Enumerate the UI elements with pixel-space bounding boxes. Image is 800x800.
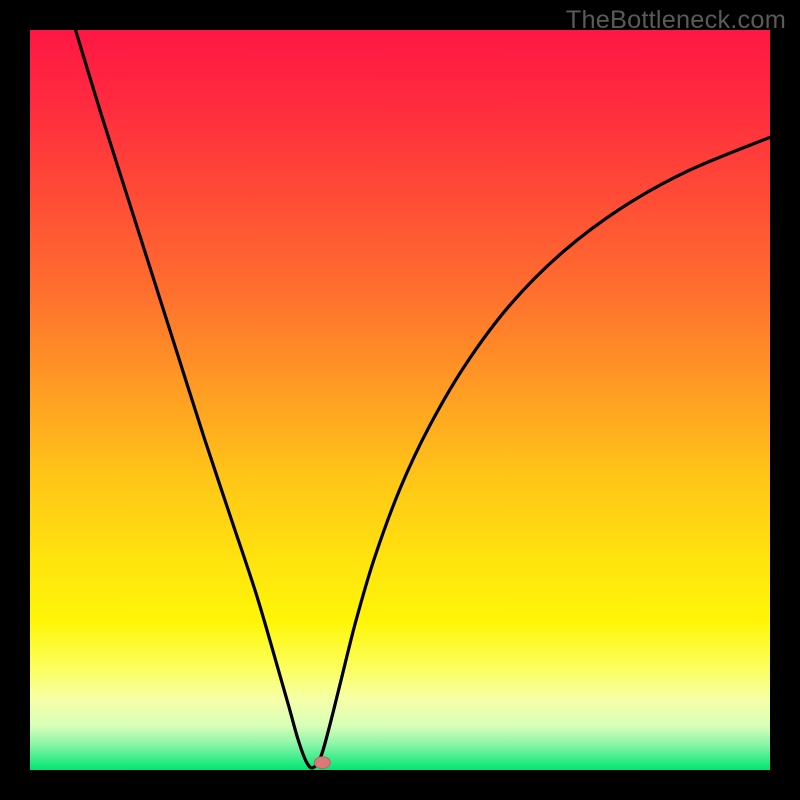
watermark-text: TheBottleneck.com [566, 6, 786, 35]
minimum-marker [314, 757, 330, 769]
curve-path [74, 30, 770, 768]
bottleneck-curve [30, 30, 770, 770]
figure-frame: TheBottleneck.com [0, 0, 800, 800]
plot-area [30, 30, 770, 770]
